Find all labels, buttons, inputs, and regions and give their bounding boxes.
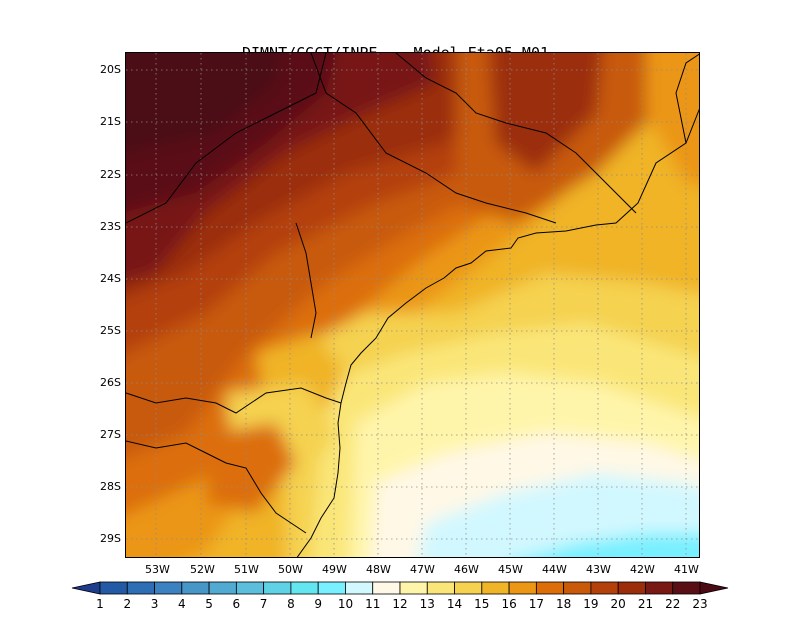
colorbar-label: 21 xyxy=(637,597,654,611)
lon-label: 41W xyxy=(674,563,699,576)
map-canvas xyxy=(126,53,699,557)
colorbar-label: 23 xyxy=(692,597,708,611)
lon-label: 44W xyxy=(542,563,567,576)
colorbar-cell xyxy=(345,581,374,595)
colorbar-label: 10 xyxy=(337,597,354,611)
colorbar-label: 8 xyxy=(287,597,295,611)
colorbar-cell xyxy=(563,581,592,595)
colorbar-cell xyxy=(426,581,455,595)
lat-label: 24S xyxy=(100,272,121,285)
lon-label: 46W xyxy=(454,563,479,576)
colorbar-label: 13 xyxy=(419,597,435,611)
colorbar-cell xyxy=(181,581,210,595)
lat-label: 26S xyxy=(100,376,121,389)
colorbar-cell xyxy=(481,581,510,595)
colorbar-cell xyxy=(699,581,729,595)
colorbar-label: 22 xyxy=(665,597,681,611)
lat-label: 22S xyxy=(100,168,121,181)
colorbar-cell xyxy=(645,581,674,595)
colorbar-cell xyxy=(290,581,319,595)
temperature-map xyxy=(125,52,700,558)
colorbar-cell xyxy=(317,581,346,595)
colorbar-cell xyxy=(71,581,101,595)
lon-label: 51W xyxy=(234,563,259,576)
colorbar-label: 3 xyxy=(150,597,159,611)
colorbar-label: 19 xyxy=(583,597,599,611)
colorbar-cell xyxy=(99,581,128,595)
lat-label: 20S xyxy=(100,63,121,76)
colorbar-label: 16 xyxy=(501,597,517,611)
colorbar-cell xyxy=(154,581,183,595)
colorbar-cell xyxy=(454,581,483,595)
colorbar-label: 15 xyxy=(474,597,490,611)
colorbar-label: 18 xyxy=(555,597,572,611)
colorbar-label: 2 xyxy=(123,597,132,611)
lon-label: 53W xyxy=(145,563,170,576)
colorbar-label: 20 xyxy=(610,597,626,611)
lon-label: 47W xyxy=(410,563,435,576)
colorbar-cell xyxy=(263,581,292,595)
lon-label: 49W xyxy=(322,563,347,576)
colorbar-cell xyxy=(617,581,646,595)
colorbar-cell xyxy=(672,581,701,595)
lon-label: 43W xyxy=(586,563,611,576)
colorbar-cell xyxy=(208,581,237,595)
colorbar-label: 17 xyxy=(528,597,544,611)
lon-label: 45W xyxy=(498,563,523,576)
lat-label: 29S xyxy=(100,532,121,545)
lon-label: 52W xyxy=(190,563,215,576)
colorbar-label: 6 xyxy=(232,597,241,611)
colorbar-label: 11 xyxy=(365,597,381,611)
colorbar-label: 1 xyxy=(96,597,104,611)
colorbar-label: 12 xyxy=(392,597,408,611)
lat-label: 23S xyxy=(100,220,121,233)
colorbar-cell xyxy=(399,581,428,595)
colorbar-label: 7 xyxy=(259,597,268,611)
colorbar-label: 5 xyxy=(205,597,213,611)
gridlines xyxy=(126,53,699,557)
colorbar-cell xyxy=(372,581,401,595)
colorbar-label: 9 xyxy=(314,597,322,611)
lon-label: 48W xyxy=(366,563,391,576)
lat-label: 28S xyxy=(100,480,121,493)
coastline-and-borders xyxy=(126,53,699,557)
colorbar-label: 14 xyxy=(446,597,463,611)
colorbar-cell xyxy=(235,581,265,595)
colorbar-cell xyxy=(535,581,565,595)
lon-label: 42W xyxy=(630,563,655,576)
lat-label: 21S xyxy=(100,115,121,128)
colorbar-cell xyxy=(590,581,619,595)
colorbar-cell xyxy=(508,581,537,595)
colorbar-label: 4 xyxy=(177,597,186,611)
temperature-field xyxy=(126,53,699,557)
lat-label: 27S xyxy=(100,428,121,441)
colorbar-cell xyxy=(126,581,155,595)
lon-label: 50W xyxy=(278,563,303,576)
lat-label: 25S xyxy=(100,324,121,337)
